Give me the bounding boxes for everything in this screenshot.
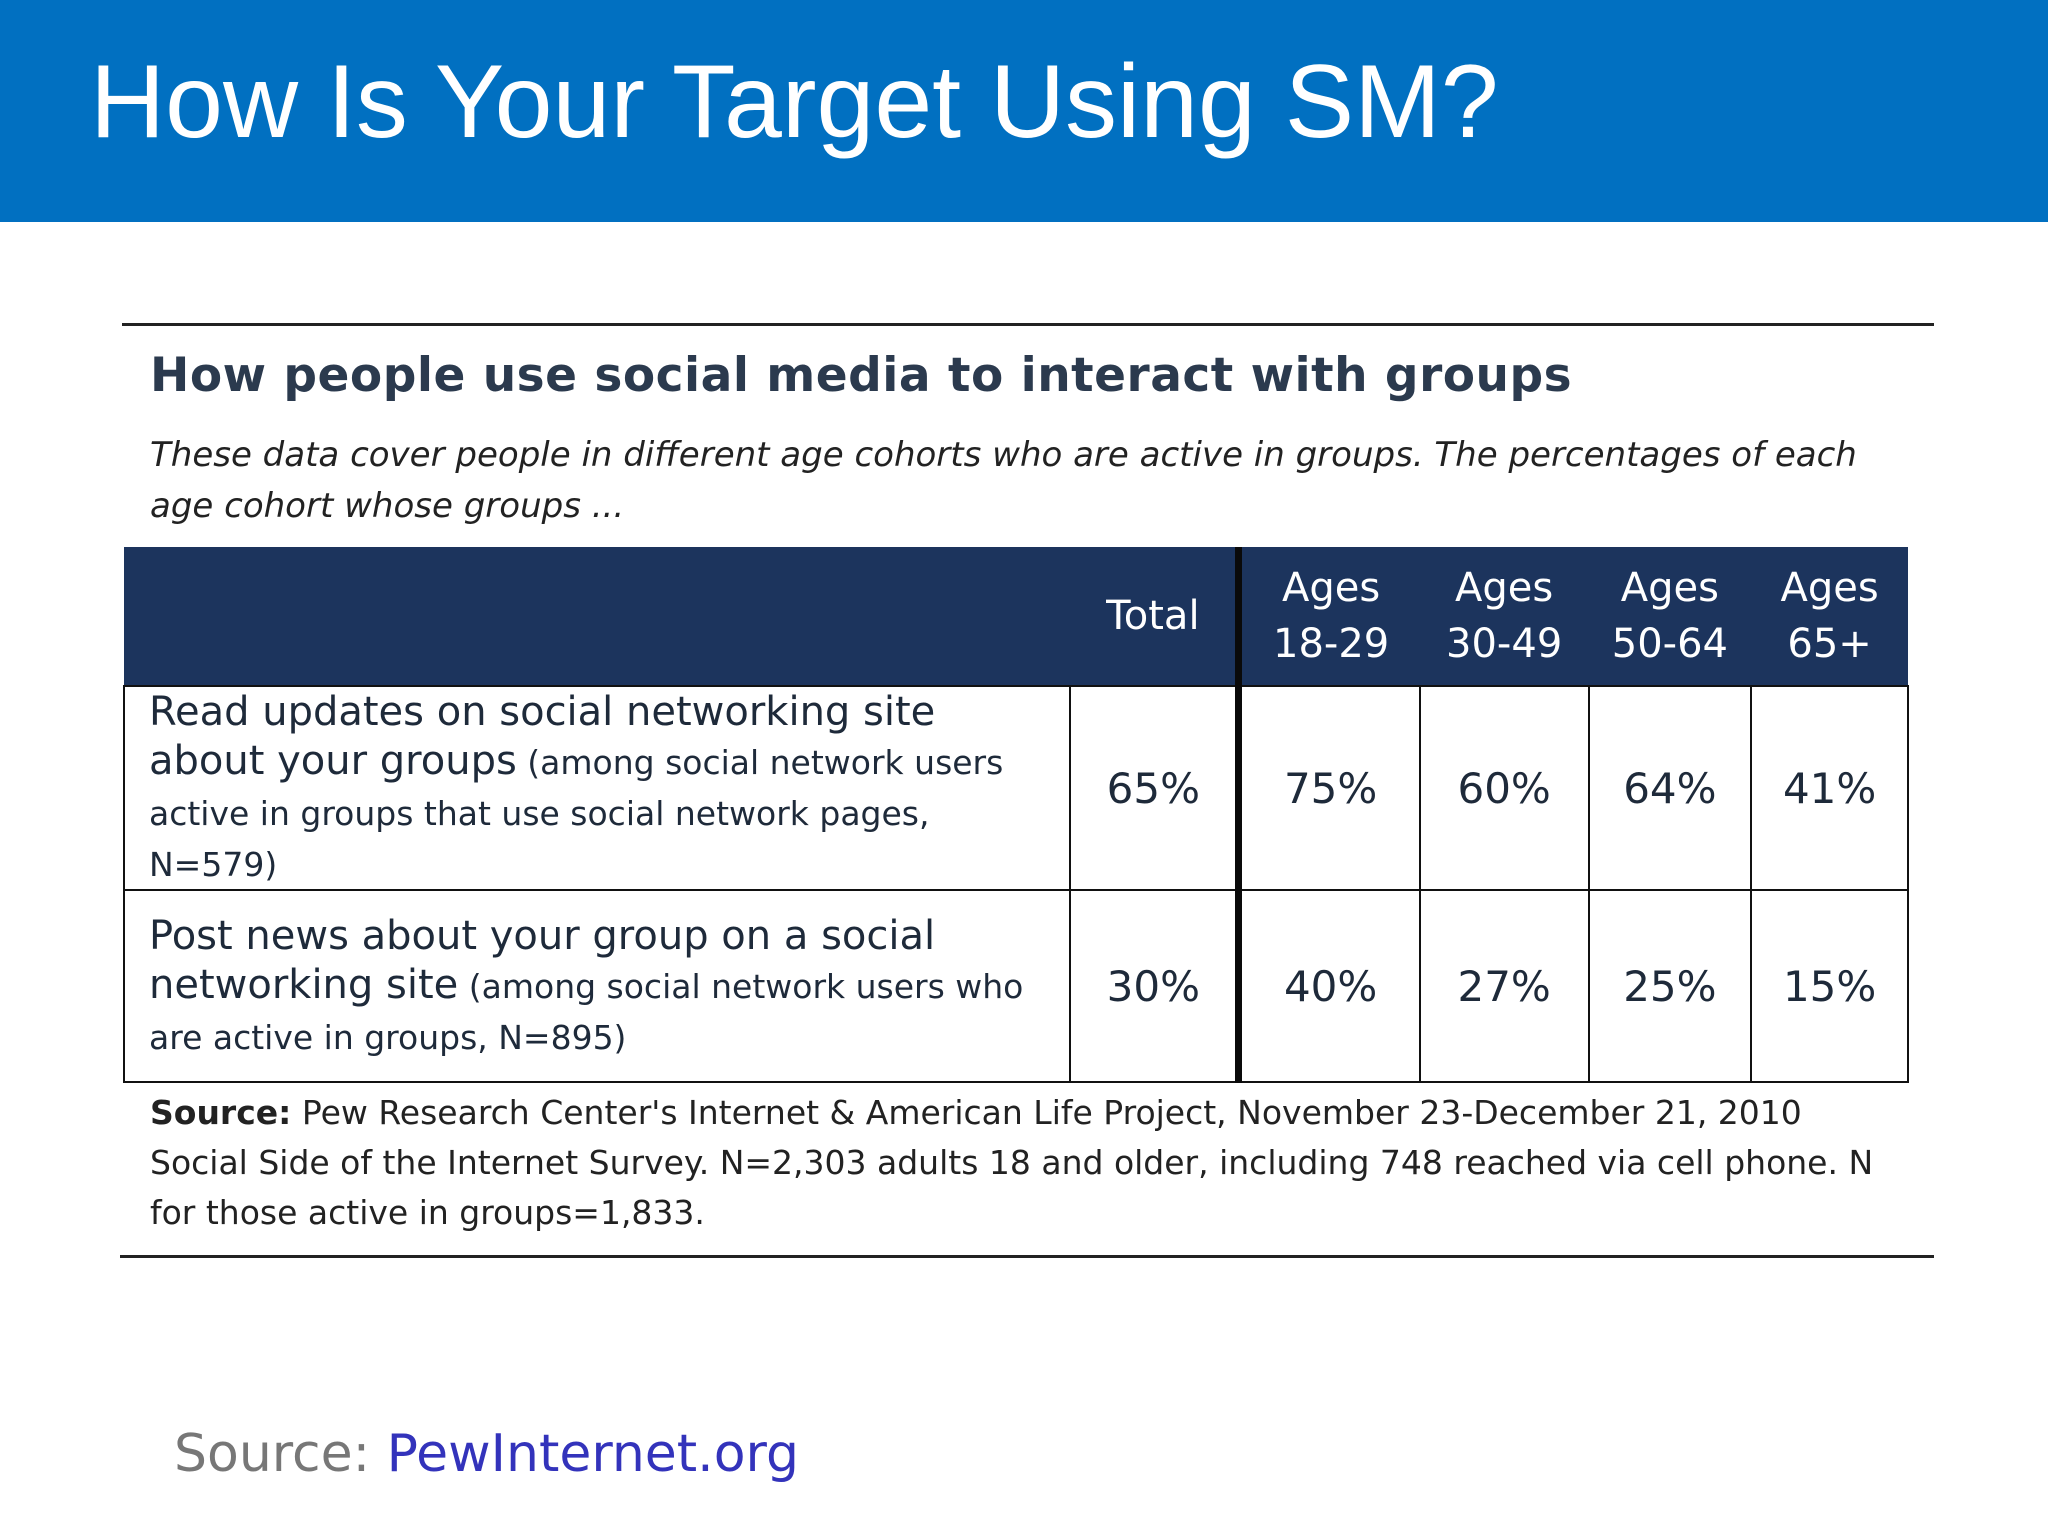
value-cell-30-49: 60%: [1418, 685, 1590, 891]
header-cell-ages-65-plus: Ages 65+: [1751, 547, 1908, 686]
header-ages-range: 50-64: [1611, 621, 1728, 667]
header-ages-word: Ages: [1282, 565, 1381, 611]
value-cell-18-29: 75%: [1237, 685, 1421, 891]
header-ages-word: Ages: [1780, 565, 1879, 611]
value-cell-50-64: 64%: [1587, 685, 1753, 891]
value-cell-total: 30%: [1069, 889, 1243, 1083]
header-cell-label: [124, 547, 1071, 686]
header-cell-ages-18-29: Ages 18-29: [1238, 547, 1420, 686]
header-ages-range: 18-29: [1273, 621, 1390, 667]
value-cell-total: 65%: [1069, 685, 1243, 891]
footer-source-label: Source:: [174, 1424, 387, 1484]
figure-source: Source: Pew Research Center's Internet &…: [150, 1088, 1910, 1238]
footer-source-link[interactable]: PewInternet.org: [386, 1424, 799, 1484]
header-cell-ages-50-64: Ages 50-64: [1588, 547, 1752, 686]
figure-bottom-rule: [120, 1255, 1934, 1258]
value-cell-50-64: 25%: [1587, 889, 1753, 1083]
value-cell-65-plus: 15%: [1750, 889, 1909, 1083]
figure-subtitle: These data cover people in different age…: [150, 435, 1857, 526]
slide-header: How Is Your Target Using SM?: [0, 0, 2048, 222]
figure-top-rule: [122, 323, 1934, 326]
row-label: Read updates on social networking site a…: [149, 689, 936, 784]
table-row: Read updates on social networking site a…: [122, 685, 1909, 891]
header-ages-range: 30-49: [1446, 621, 1563, 667]
header-cell-ages-30-49: Ages 30-49: [1419, 547, 1589, 686]
table-header-row: Total Ages 18-29 Ages 30-49 Ages 50-64 A…: [124, 547, 1908, 686]
source-text: Pew Research Center's Internet & America…: [150, 1093, 1874, 1232]
row-label-cell: Read updates on social networking site a…: [122, 685, 1072, 891]
data-table: Total Ages 18-29 Ages 30-49 Ages 50-64 A…: [122, 547, 1909, 1083]
value-cell-18-29: 40%: [1237, 889, 1421, 1083]
source-label: Source:: [150, 1093, 292, 1132]
row-label: Post news about your group on a social n…: [149, 912, 936, 1008]
header-ages-word: Ages: [1455, 565, 1554, 611]
row-label-cell: Post news about your group on a social n…: [122, 889, 1072, 1083]
table-row: Post news about your group on a social n…: [122, 889, 1909, 1083]
header-total-text: Total: [1106, 593, 1200, 639]
row-note: (among social network users who are acti…: [149, 966, 1024, 1057]
header-cell-total: Total: [1070, 547, 1243, 686]
slide-title: How Is Your Target Using SM?: [90, 44, 1499, 160]
value-cell-65-plus: 41%: [1750, 685, 1909, 891]
value-cell-30-49: 27%: [1418, 889, 1590, 1083]
header-ages-range: 65+: [1787, 621, 1872, 667]
header-ages-word: Ages: [1620, 565, 1719, 611]
row-note: (among social network users active in gr…: [149, 743, 1004, 884]
figure-title: How people use social media to interact …: [150, 348, 1573, 403]
footer-source: Source: PewInternet.org: [174, 1424, 799, 1484]
